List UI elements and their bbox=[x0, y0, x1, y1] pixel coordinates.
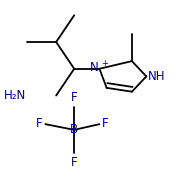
Text: B: B bbox=[70, 123, 78, 136]
Text: F: F bbox=[36, 117, 43, 130]
Text: F: F bbox=[102, 117, 109, 130]
Text: +: + bbox=[101, 59, 108, 69]
Text: N: N bbox=[90, 61, 99, 74]
Text: H₂N: H₂N bbox=[4, 89, 26, 102]
Text: F: F bbox=[71, 91, 78, 104]
Text: NH: NH bbox=[148, 70, 166, 83]
Text: F: F bbox=[71, 156, 78, 169]
